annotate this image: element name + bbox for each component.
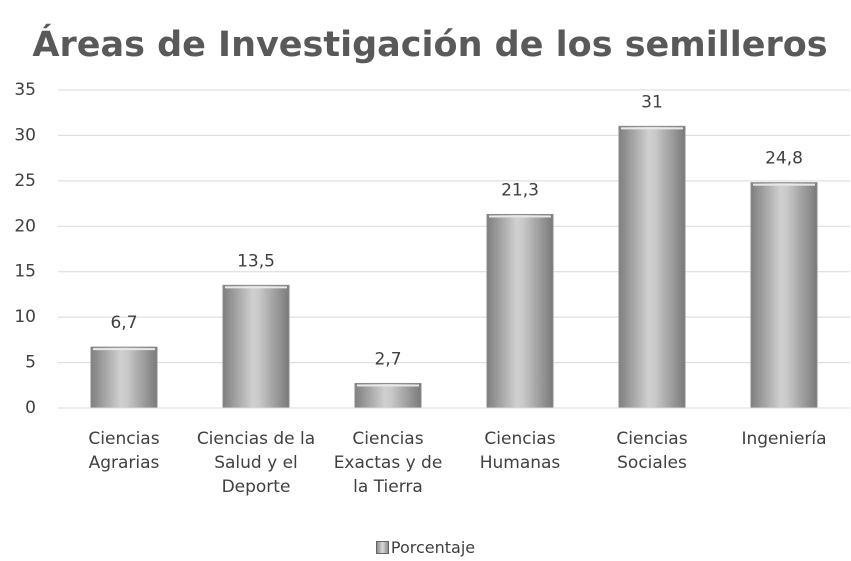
legend-label: Porcentaje bbox=[390, 538, 476, 557]
legend-swatch bbox=[375, 541, 389, 554]
x-tick-label: Ciencias Sociales bbox=[616, 429, 688, 473]
bar-top bbox=[225, 286, 287, 289]
bar bbox=[222, 284, 290, 409]
y-tick-label: 10 bbox=[14, 307, 36, 327]
data-label: 2,7 bbox=[374, 349, 401, 369]
y-tick-label: 30 bbox=[14, 125, 36, 145]
y-tick-label: 25 bbox=[14, 171, 36, 191]
bar-top bbox=[93, 348, 155, 351]
bar bbox=[618, 125, 686, 409]
bar-top bbox=[753, 183, 815, 186]
data-label: 31 bbox=[641, 92, 663, 112]
bar-top bbox=[489, 215, 551, 218]
y-tick-label: 0 bbox=[25, 398, 36, 418]
data-label: 6,7 bbox=[110, 313, 137, 333]
bar bbox=[90, 346, 158, 409]
y-tick-label: 20 bbox=[14, 216, 36, 236]
data-label: 24,8 bbox=[765, 149, 803, 169]
bar bbox=[354, 382, 422, 409]
legend: Porcentaje bbox=[0, 538, 851, 557]
x-tick-label: Ciencias Agrarias bbox=[88, 429, 160, 473]
data-label: 21,3 bbox=[501, 180, 539, 200]
x-tick-label: Ciencias Humanas bbox=[479, 429, 561, 473]
bar-top bbox=[621, 127, 683, 130]
x-tick-label: Ciencias Exactas y de la Tierra bbox=[333, 429, 443, 497]
data-label: 13,5 bbox=[237, 251, 275, 271]
y-tick-label: 5 bbox=[25, 353, 36, 373]
chart-title: Áreas de Investigación de los semilleros bbox=[32, 23, 827, 65]
bar bbox=[486, 213, 554, 409]
bar-top bbox=[357, 384, 419, 387]
y-tick-label: 15 bbox=[14, 262, 36, 282]
x-tick-label: Ciencias de la Salud y el Deporte bbox=[196, 429, 316, 497]
bar bbox=[750, 182, 818, 409]
y-tick-label: 35 bbox=[14, 80, 36, 100]
x-tick-label: Ingeniería bbox=[741, 429, 827, 449]
